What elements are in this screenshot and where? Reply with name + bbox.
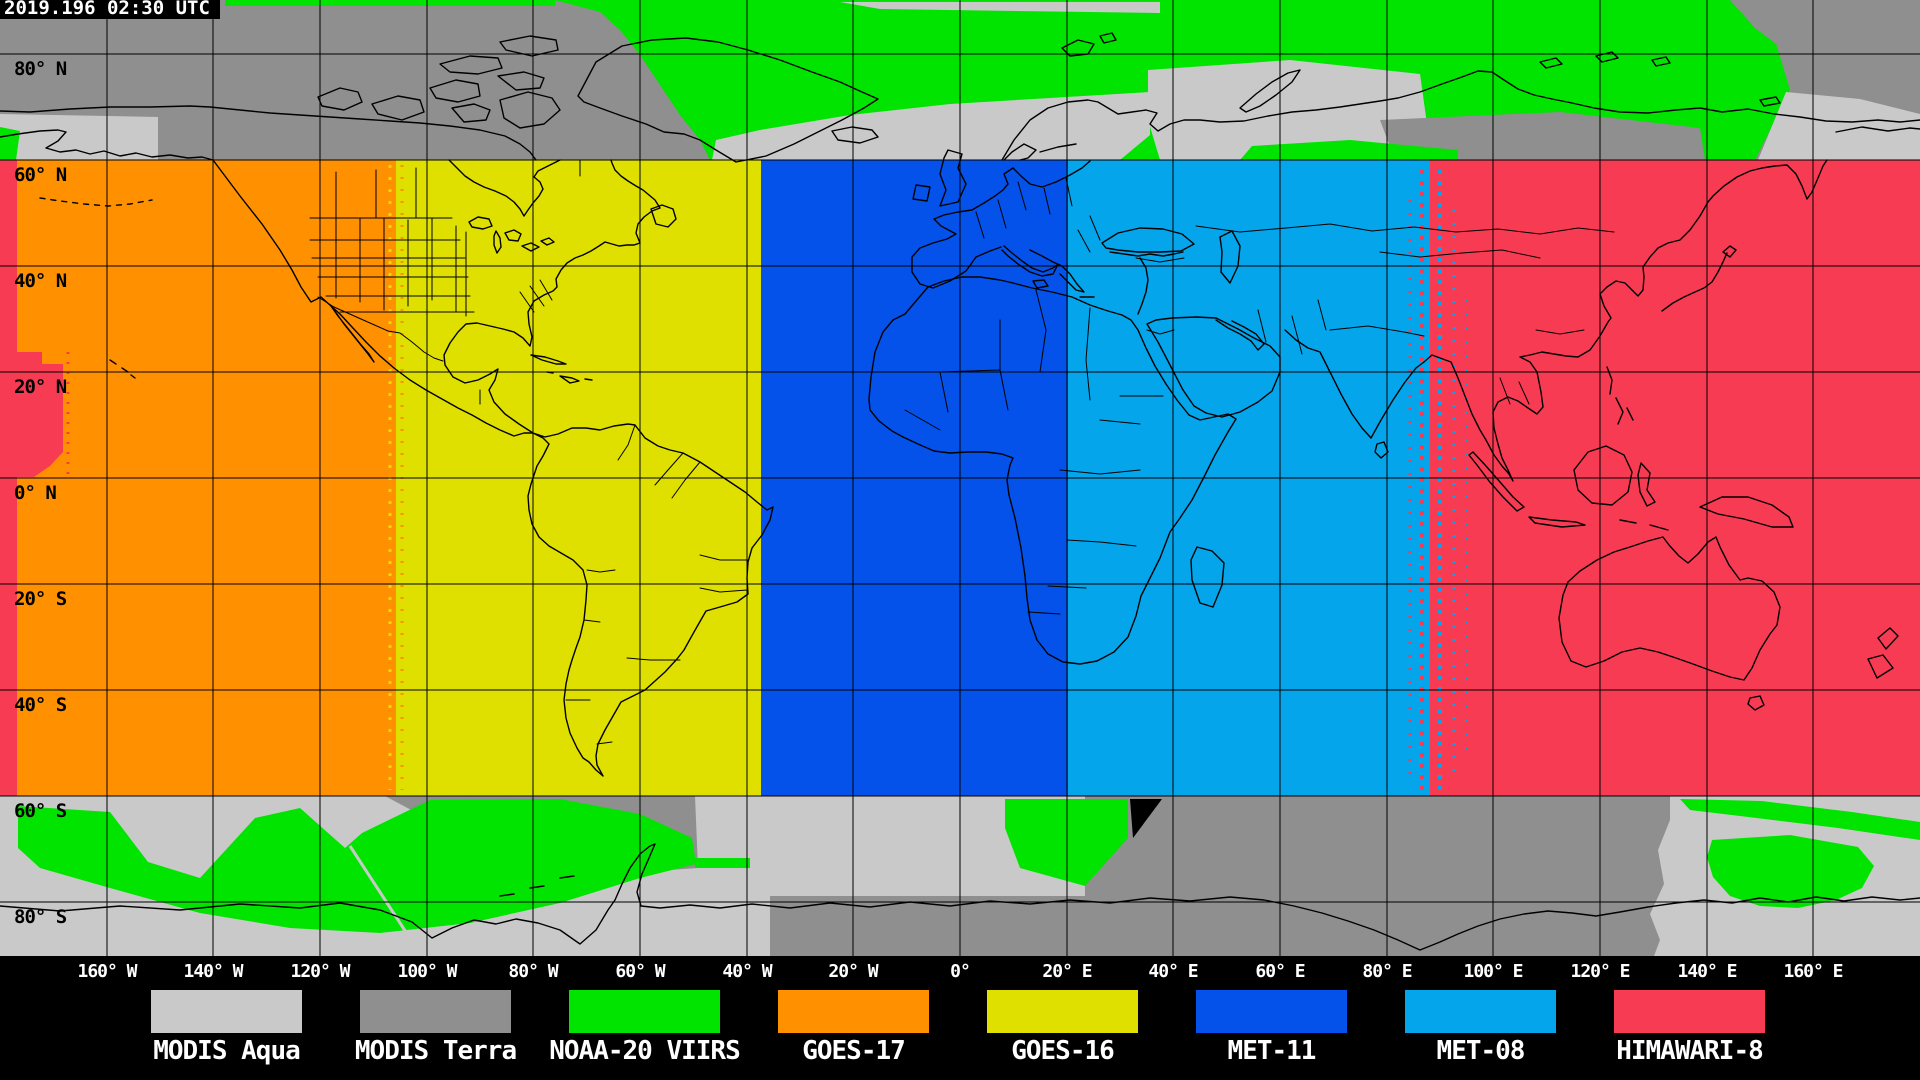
legend-swatch-met08	[1405, 990, 1556, 1033]
legend-label: MET-11	[1227, 1036, 1317, 1066]
lon-label-40w: 40° W	[722, 961, 772, 982]
legend-label: GOES-16	[1011, 1036, 1115, 1066]
lon-label-140e: 140° E	[1677, 961, 1737, 982]
region-polar-north-patches	[0, 0, 1920, 160]
lon-label-80e: 80° E	[1362, 961, 1412, 982]
lon-label-100e: 100° E	[1463, 961, 1523, 982]
legend-label: HIMAWARI-8	[1616, 1036, 1764, 1066]
legend-item-goes16: GOES-16	[987, 990, 1138, 1066]
timestamp-label: 2019.196 02:30 UTC	[0, 0, 220, 19]
coastlines	[0, 32, 1920, 951]
lon-label-160w: 160° W	[77, 961, 137, 982]
lat-label-20s: 20° S	[14, 588, 67, 610]
lon-label-20w: 20° W	[828, 961, 878, 982]
legend-swatch-modis-aqua	[151, 990, 302, 1033]
lat-label-0n: 0° N	[14, 482, 57, 504]
lon-label-140w: 140° W	[183, 961, 243, 982]
lon-label-120w: 120° W	[290, 961, 350, 982]
legend-item-goes17: GOES-17	[778, 990, 929, 1066]
legend-label: MODIS Aqua	[153, 1036, 301, 1066]
lat-label-40n: 40° N	[14, 270, 67, 292]
lon-label-40e: 40° E	[1148, 961, 1198, 982]
lon-label-60w: 60° W	[615, 961, 665, 982]
legend-item-met08: MET-08	[1405, 990, 1556, 1066]
legend-item-noaa20-viirs: NOAA-20 VIIRS	[549, 990, 741, 1066]
lat-label-80n: 80° N	[14, 58, 67, 80]
legend-label: MODIS Terra	[354, 1036, 517, 1066]
legend-swatch-noaa20-viirs	[569, 990, 720, 1033]
lon-label-120e: 120° E	[1570, 961, 1630, 982]
legend-item-modis-terra: MODIS Terra	[355, 990, 517, 1066]
legend-label: NOAA-20 VIIRS	[549, 1036, 740, 1066]
lat-label-80s: 80° S	[14, 906, 67, 928]
country-state-borders	[309, 159, 1615, 745]
lat-label-40s: 40° S	[14, 694, 67, 716]
legend-label: GOES-17	[802, 1036, 906, 1066]
legend-swatch-goes16	[987, 990, 1138, 1033]
lon-label-20e: 20° E	[1042, 961, 1092, 982]
lat-label-20n: 20° N	[14, 376, 67, 398]
region-polar-south-patches	[18, 796, 1920, 956]
legend-swatch-goes17	[778, 990, 929, 1033]
lon-label-80w: 80° W	[508, 961, 558, 982]
legend-label: MET-08	[1436, 1036, 1526, 1066]
legend-item-himawari8: HIMAWARI-8	[1614, 990, 1765, 1066]
lon-label-60e: 60° E	[1255, 961, 1305, 982]
legend-swatch-himawari8	[1614, 990, 1765, 1033]
legend-swatch-met11	[1196, 990, 1347, 1033]
world-coverage-map	[0, 0, 1920, 956]
legend-swatch-modis-terra	[360, 990, 511, 1033]
lon-label-160e: 160° E	[1783, 961, 1843, 982]
lat-label-60n: 60° N	[14, 164, 67, 186]
lon-label-100w: 100° W	[397, 961, 457, 982]
graticule-grid-lines	[0, 53, 1920, 903]
legend-item-modis-aqua: MODIS Aqua	[151, 990, 302, 1066]
region-himawari8-west-patch	[17, 352, 63, 477]
legend-item-met11: MET-11	[1196, 990, 1347, 1066]
lat-label-60s: 60° S	[14, 800, 67, 822]
lon-label-0: 0°	[950, 961, 971, 982]
